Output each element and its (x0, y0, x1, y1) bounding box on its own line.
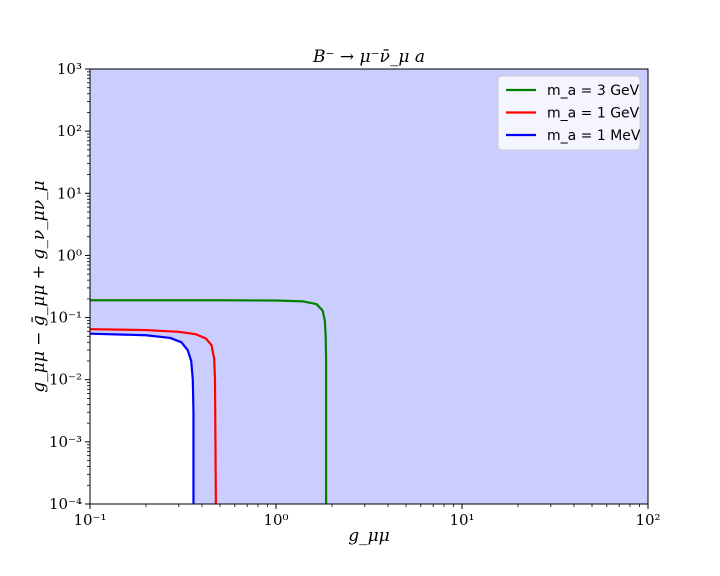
series-line-0 (90, 299, 328, 504)
x-axis-title: g_μμ (348, 526, 389, 546)
chart-title: B⁻ → μ⁻ν̄_μ a (312, 47, 425, 67)
series-line-2 (90, 332, 195, 504)
y-tick-label: 10⁻¹ (49, 309, 82, 327)
y-tick-label: 10⁻⁴ (49, 495, 82, 513)
plot-frame (89, 68, 649, 505)
x-tick-label: 10⁻¹ (73, 511, 106, 529)
excluded-region-2 (90, 69, 648, 504)
legend-label: m_a = 1 MeV (547, 128, 641, 144)
y-axis-title: g_μμ − ḡ_μμ + g_ν_μν_μ (29, 180, 49, 392)
y-tick-label: 10⁻³ (49, 433, 82, 451)
y-tick-label: 10⁰ (57, 246, 82, 264)
y-tick-label: 10² (57, 122, 82, 140)
legend-label: m_a = 1 GeV (547, 106, 640, 122)
axis-ticks: 10⁻¹ 10⁰ 10¹ 10² 10⁻⁴ 10⁻³ 10⁻² 10⁻¹ 10⁰ 10¹ 10² 10… (49, 60, 661, 529)
y-tick-label: 10¹ (57, 184, 82, 202)
legend-label: m_a = 3 GeV (547, 83, 640, 99)
y-tick-label: 10³ (57, 60, 82, 78)
x-tick-label: 10¹ (449, 511, 474, 529)
legend: m_a = 3 GeV m_a = 1 GeV m_a = 1 MeV (497, 75, 641, 151)
series-line-1 (90, 328, 217, 504)
legend-box (497, 75, 641, 151)
y-tick-label: 10⁻² (49, 371, 82, 389)
x-tick-label: 10⁰ (263, 511, 288, 529)
plot-area (90, 69, 648, 504)
x-tick-label: 10² (635, 511, 660, 529)
